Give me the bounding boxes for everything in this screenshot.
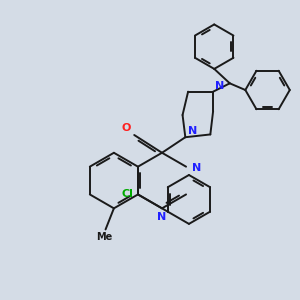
Text: Cl: Cl: [122, 189, 134, 200]
Text: N: N: [158, 212, 166, 222]
Text: O: O: [122, 123, 131, 133]
Text: Me: Me: [96, 232, 112, 242]
Text: N: N: [215, 81, 225, 91]
Text: N: N: [192, 163, 202, 173]
Text: N: N: [188, 126, 197, 136]
